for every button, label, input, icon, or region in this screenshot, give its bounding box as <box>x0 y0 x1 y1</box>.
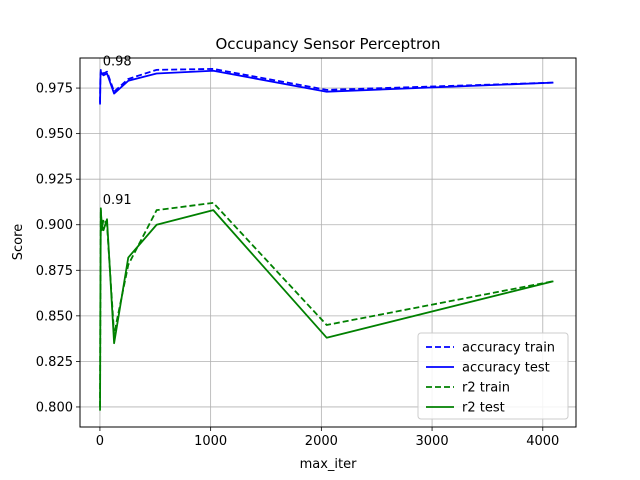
y-tick-label: 0.925 <box>36 173 73 188</box>
y-tick-label: 0.975 <box>36 82 73 97</box>
y-tick-label: 0.800 <box>36 400 73 415</box>
x-tick-label: 4000 <box>526 434 559 449</box>
y-tick-label: 0.900 <box>36 218 73 233</box>
grid <box>80 58 576 427</box>
y-tick-label: 0.825 <box>36 355 73 370</box>
data-annotation: 0.98 <box>103 55 132 70</box>
legend-label: r2 train <box>462 381 510 396</box>
y-tick-label: 0.850 <box>36 309 73 324</box>
x-tick-label: 1000 <box>194 434 227 449</box>
legend-label: accuracy train <box>462 341 555 356</box>
y-tick-label: 0.950 <box>36 127 73 142</box>
x-axis-label: max_iter <box>300 457 358 472</box>
legend-label: r2 test <box>462 401 505 416</box>
legend-label: accuracy test <box>462 361 550 376</box>
x-tick-label: 2000 <box>305 434 338 449</box>
chart-title: Occupancy Sensor Perceptron <box>215 35 440 53</box>
y-axis-label: Score <box>11 224 26 260</box>
data-annotation: 0.91 <box>103 193 132 208</box>
legend-box <box>417 332 569 420</box>
legend: accuracy train accuracy test r2 train r2 te… <box>417 332 569 420</box>
axis-ticks: 0 1000 2000 3000 4000 0.800 0.825 0.850 0.875 0.9… <box>36 82 560 449</box>
x-tick-label: 0 <box>96 434 104 449</box>
plot-frame <box>79 57 577 428</box>
y-tick-label: 0.875 <box>36 264 73 279</box>
series-line-accuracy-test <box>99 69 554 105</box>
series-group <box>99 68 554 411</box>
x-tick-label: 3000 <box>416 434 449 449</box>
series-line-r2-test <box>99 209 554 411</box>
annotations: 0.98 0.91 <box>103 55 132 208</box>
